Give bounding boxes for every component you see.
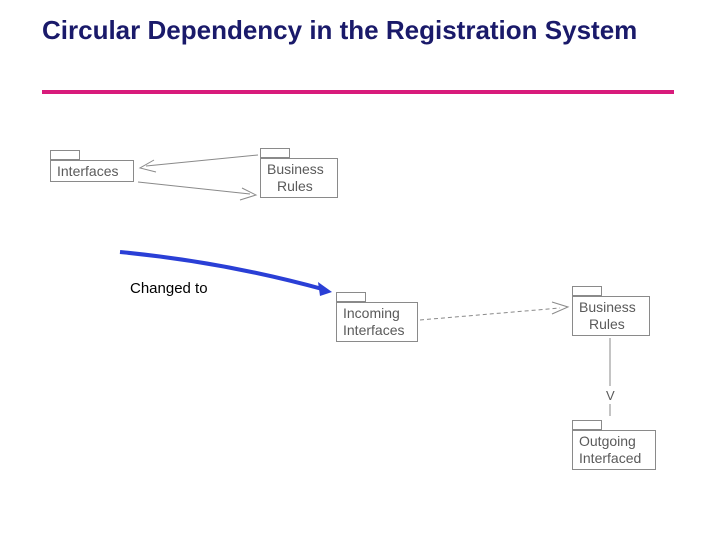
outgoing-box: Outgoing Interfaced	[572, 430, 656, 470]
business-rules-bottom-label1: Business	[579, 299, 636, 315]
outgoing-label1: Outgoing	[579, 433, 636, 449]
incoming-label1: Incoming	[343, 305, 400, 321]
interfaces-box: Interfaces	[50, 160, 134, 182]
arrow-incoming-to-br	[420, 302, 568, 320]
interfaces-label: Interfaces	[57, 163, 118, 179]
incoming-label2: Interfaces	[343, 322, 404, 338]
arrow-br-to-outgoing: V	[606, 338, 615, 416]
business-rules-bottom-label2: Rules	[579, 316, 625, 332]
title-underline	[42, 90, 674, 94]
v-label: V	[606, 388, 615, 403]
outgoing-label2: Interfaced	[579, 450, 641, 466]
arrow-interfaces-to-br	[138, 182, 256, 200]
business-rules-bottom-box: Business Rules	[572, 296, 650, 336]
business-rules-bottom-tab	[572, 286, 602, 296]
incoming-box: Incoming Interfaces	[336, 302, 418, 342]
changed-to-label: Changed to	[130, 280, 208, 297]
business-rules-top-label2: Rules	[267, 178, 313, 194]
business-rules-top-label1: Business	[267, 161, 324, 177]
interfaces-tab	[50, 150, 80, 160]
incoming-tab	[336, 292, 366, 302]
business-rules-top-tab	[260, 148, 290, 158]
arrow-br-to-interfaces	[140, 155, 258, 172]
slide-title: Circular Dependency in the Registration …	[42, 14, 662, 47]
business-rules-top-box: Business Rules	[260, 158, 338, 198]
outgoing-tab	[572, 420, 602, 430]
